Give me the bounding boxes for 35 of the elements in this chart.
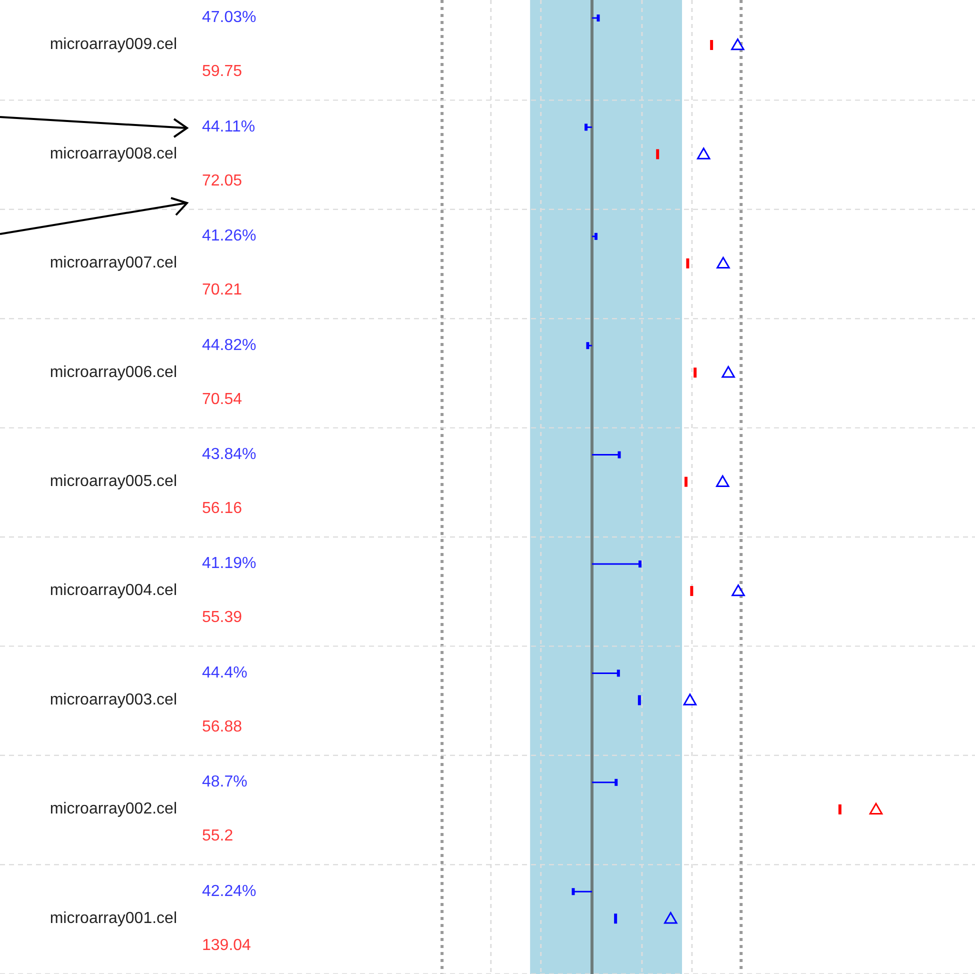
point [696, 148, 710, 160]
point [683, 694, 697, 706]
text: 55.2 [202, 828, 234, 845]
point [664, 912, 678, 924]
point [732, 584, 745, 596]
y-tick-label: microarray005.cel [50, 473, 177, 490]
text: 55.39 [202, 609, 242, 626]
text: 48.7% [202, 774, 248, 791]
text: 56.88 [202, 718, 242, 736]
text: 41.26% [202, 228, 256, 245]
text: 139.04 [202, 936, 252, 954]
text: 41.19% [202, 555, 256, 572]
point [722, 366, 735, 378]
text: 44.11% [202, 118, 256, 136]
point [716, 256, 730, 269]
y-tick-label: microarray008.cel [50, 145, 177, 162]
text: 70.54 [202, 390, 242, 408]
text: 44.82% [202, 336, 256, 354]
text: 56.16 [202, 500, 242, 518]
y-tick-label: microarray004.cel [50, 582, 177, 600]
y-tick-label: microarray006.cel [50, 364, 177, 381]
point [716, 475, 730, 487]
y-tick-label: microarray003.cel [50, 691, 177, 708]
text: 70.21 [202, 282, 242, 299]
text: 44.4% [202, 664, 248, 682]
text: 43.84% [202, 446, 256, 464]
y-tick-label: microarray009.cel [50, 36, 177, 54]
text: 59.75 [202, 63, 242, 80]
text: 42.24% [202, 882, 256, 900]
point [731, 38, 744, 50]
text: 72.05 [202, 172, 242, 190]
y-tick-label: microarray001.cel [50, 910, 177, 927]
y-tick-label: microarray002.cel [50, 800, 177, 818]
text: 47.03% [202, 9, 256, 26]
y-tick-label: microarray007.cel [50, 254, 177, 272]
